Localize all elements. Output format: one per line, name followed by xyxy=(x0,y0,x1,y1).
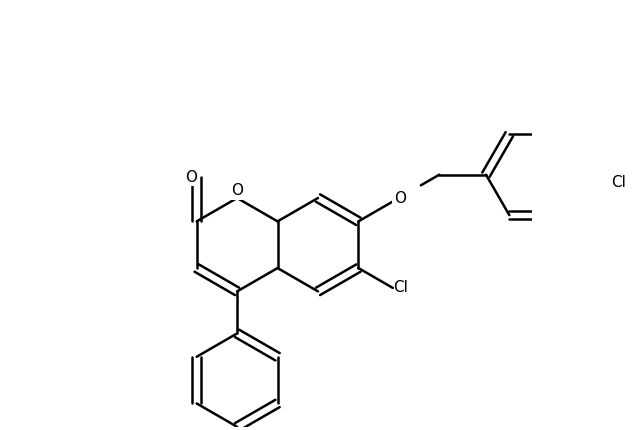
Text: O: O xyxy=(185,169,196,184)
Text: Cl: Cl xyxy=(393,280,408,295)
Text: Cl: Cl xyxy=(612,175,627,190)
Text: O: O xyxy=(394,190,406,206)
Text: O: O xyxy=(231,183,243,198)
